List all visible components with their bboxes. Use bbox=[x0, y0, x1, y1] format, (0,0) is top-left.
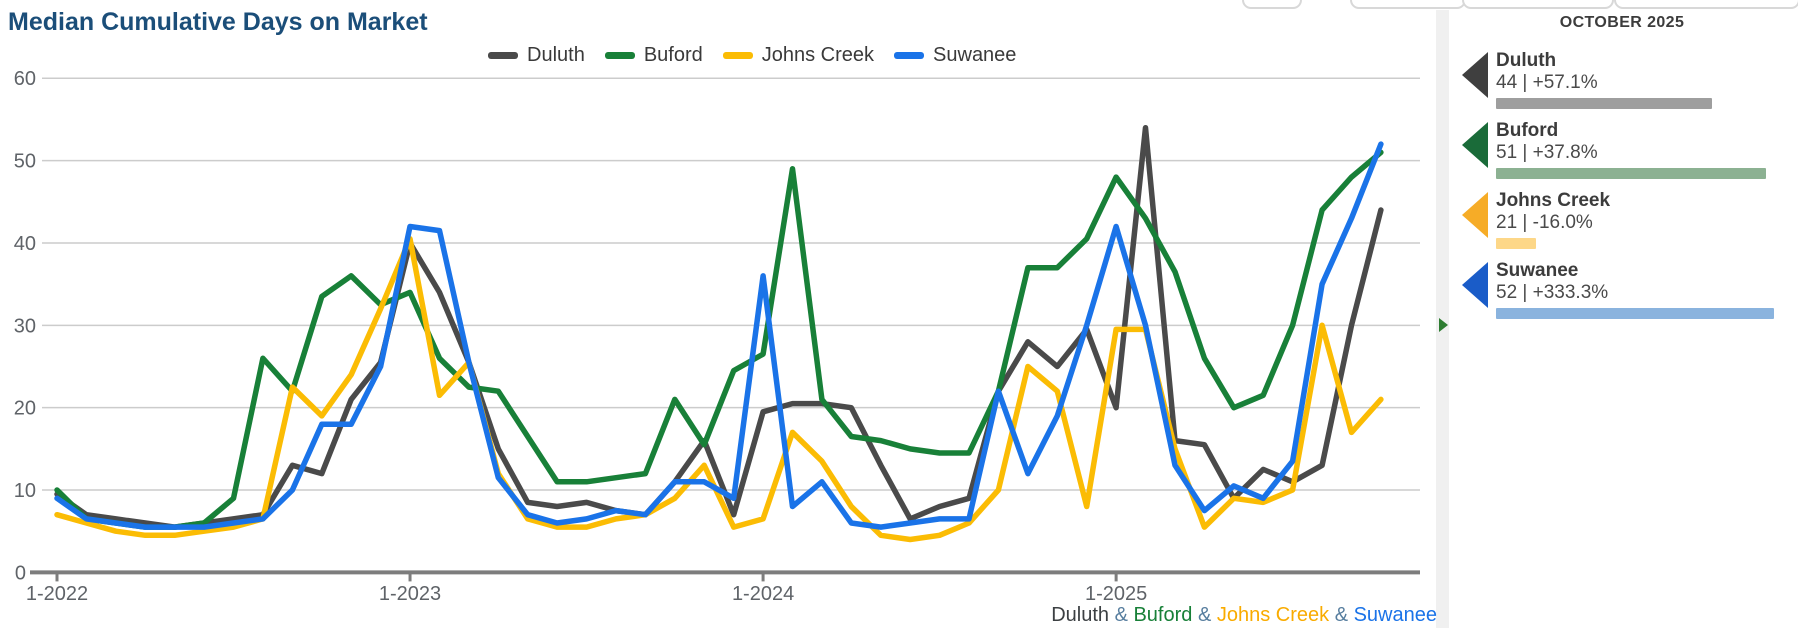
x-axis-label: 1-2022 bbox=[26, 583, 88, 605]
legend-item-buford[interactable]: Buford bbox=[604, 44, 703, 67]
footer-series-part: Duluth bbox=[1051, 604, 1110, 626]
footer-series-part: & bbox=[1109, 604, 1134, 626]
legend-swatch-icon bbox=[894, 52, 925, 59]
page-title: Median Cumulative Days on Market bbox=[8, 8, 428, 36]
panel-entry-suwanee: Suwanee 52 | +333.3% bbox=[1462, 260, 1794, 319]
panel-header: OCTOBER 2025 bbox=[1559, 14, 1685, 31]
left-arrow-icon bbox=[1462, 52, 1488, 98]
panel-entries: Duluth 44 | +57.1% Buford 51 | +37.8% Johns … bbox=[1462, 50, 1794, 330]
panel-entry-bar bbox=[1496, 98, 1712, 109]
y-axis-label: 30 bbox=[14, 315, 36, 337]
panel-entry-johns-creek: Johns Creek 21 | -16.0% bbox=[1462, 190, 1794, 249]
legend-swatch-icon bbox=[722, 52, 753, 59]
cutoff-button-2[interactable] bbox=[1350, 0, 1466, 9]
panel-entry-value: 51 | +37.8% bbox=[1496, 142, 1598, 163]
panel-entry-bar bbox=[1496, 308, 1774, 319]
legend-label: Johns Creek bbox=[761, 44, 875, 66]
legend-item-suwanee[interactable]: Suwanee bbox=[894, 44, 1016, 67]
panel-entry-name: Suwanee bbox=[1496, 260, 1579, 281]
legend-item-johns-creek[interactable]: Johns Creek bbox=[722, 44, 875, 67]
legend-swatch-icon bbox=[604, 52, 635, 59]
panel-entry-value: 21 | -16.0% bbox=[1496, 212, 1593, 233]
series-line-buford[interactable] bbox=[54, 149, 1384, 530]
panel-entry-value: 52 | +333.3% bbox=[1496, 282, 1609, 303]
footer-series-part: Johns Creek bbox=[1216, 604, 1330, 626]
y-axis-label: 60 bbox=[14, 68, 36, 90]
y-axis-label: 40 bbox=[14, 233, 36, 255]
y-axis-label: 0 bbox=[15, 562, 26, 584]
panel-entry-content: Johns Creek 21 | -16.0% bbox=[1496, 190, 1610, 249]
x-axis-label: 1-2025 bbox=[1085, 583, 1147, 605]
left-arrow-icon bbox=[1462, 192, 1488, 238]
y-axis-label: 10 bbox=[14, 480, 36, 502]
cutoff-button-4[interactable] bbox=[1614, 0, 1798, 9]
legend-label: Buford bbox=[643, 44, 703, 66]
cutoff-button-3[interactable] bbox=[1462, 0, 1614, 9]
cutoff-button-1[interactable] bbox=[1242, 0, 1302, 9]
footer-series: Duluth & Buford & Johns Creek & Suwanee bbox=[1051, 604, 1437, 627]
x-axis-label: 1-2024 bbox=[732, 583, 794, 605]
panel-entry-name: Duluth bbox=[1496, 50, 1557, 71]
y-axis-label: 50 bbox=[14, 151, 36, 173]
panel-entry-value: 44 | +57.1% bbox=[1496, 72, 1598, 93]
panel-entry-bar bbox=[1496, 238, 1536, 249]
legend-item-duluth[interactable]: Duluth bbox=[488, 44, 585, 67]
legend-label: Duluth bbox=[527, 44, 585, 66]
footer-series-part: Suwanee bbox=[1353, 604, 1437, 626]
footer-series-part: Buford bbox=[1133, 604, 1193, 626]
panel-entry-content: Suwanee 52 | +333.3% bbox=[1496, 260, 1774, 319]
left-arrow-icon bbox=[1462, 262, 1488, 308]
panel-entry-name: Buford bbox=[1496, 120, 1559, 141]
x-axis-label: 1-2023 bbox=[379, 583, 441, 605]
panel-entry-content: Buford 51 | +37.8% bbox=[1496, 120, 1766, 179]
panel-entry-name: Johns Creek bbox=[1496, 190, 1611, 211]
footer-series-part: & bbox=[1192, 604, 1217, 626]
panel-entry-content: Duluth 44 | +57.1% bbox=[1496, 50, 1712, 109]
panel-entry-buford: Buford 51 | +37.8% bbox=[1462, 120, 1794, 179]
panel-entry-duluth: Duluth 44 | +57.1% bbox=[1462, 50, 1794, 109]
y-axis-label: 20 bbox=[14, 398, 36, 420]
legend-swatch-icon bbox=[488, 52, 518, 59]
footer-series-part: & bbox=[1329, 604, 1354, 626]
legend: Duluth Buford Johns Creek Suwanee bbox=[488, 44, 1016, 67]
series-line-suwanee[interactable] bbox=[54, 141, 1384, 530]
panel-entry-bar bbox=[1496, 168, 1766, 179]
series-line-duluth[interactable] bbox=[54, 124, 1384, 530]
legend-label: Suwanee bbox=[933, 44, 1017, 66]
expand-arrow-icon[interactable] bbox=[1439, 318, 1448, 332]
left-arrow-icon bbox=[1462, 122, 1488, 168]
